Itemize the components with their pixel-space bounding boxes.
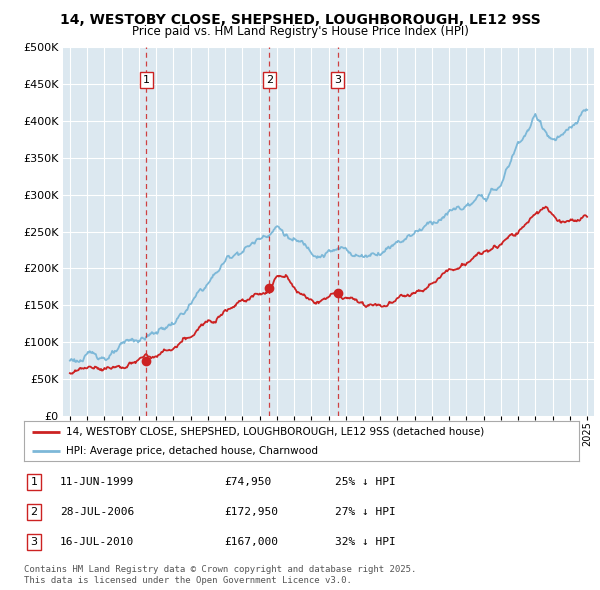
Text: 2: 2 bbox=[31, 507, 38, 517]
Text: 14, WESTOBY CLOSE, SHEPSHED, LOUGHBOROUGH, LE12 9SS (detached house): 14, WESTOBY CLOSE, SHEPSHED, LOUGHBOROUG… bbox=[65, 427, 484, 437]
Text: 16-JUL-2010: 16-JUL-2010 bbox=[60, 537, 134, 547]
Text: 1: 1 bbox=[143, 76, 150, 86]
Text: 11-JUN-1999: 11-JUN-1999 bbox=[60, 477, 134, 487]
Text: £167,000: £167,000 bbox=[224, 537, 278, 547]
Text: £74,950: £74,950 bbox=[224, 477, 271, 487]
Text: 27% ↓ HPI: 27% ↓ HPI bbox=[335, 507, 395, 517]
Text: 3: 3 bbox=[31, 537, 37, 547]
Text: HPI: Average price, detached house, Charnwood: HPI: Average price, detached house, Char… bbox=[65, 446, 317, 456]
Text: 25% ↓ HPI: 25% ↓ HPI bbox=[335, 477, 395, 487]
Text: 1: 1 bbox=[31, 477, 37, 487]
Text: 2: 2 bbox=[266, 76, 273, 86]
Text: 14, WESTOBY CLOSE, SHEPSHED, LOUGHBOROUGH, LE12 9SS: 14, WESTOBY CLOSE, SHEPSHED, LOUGHBOROUG… bbox=[59, 13, 541, 27]
Text: 3: 3 bbox=[334, 76, 341, 86]
Text: 32% ↓ HPI: 32% ↓ HPI bbox=[335, 537, 395, 547]
Text: 28-JUL-2006: 28-JUL-2006 bbox=[60, 507, 134, 517]
Text: £172,950: £172,950 bbox=[224, 507, 278, 517]
Text: Contains HM Land Registry data © Crown copyright and database right 2025.
This d: Contains HM Land Registry data © Crown c… bbox=[24, 565, 416, 585]
Text: Price paid vs. HM Land Registry's House Price Index (HPI): Price paid vs. HM Land Registry's House … bbox=[131, 25, 469, 38]
